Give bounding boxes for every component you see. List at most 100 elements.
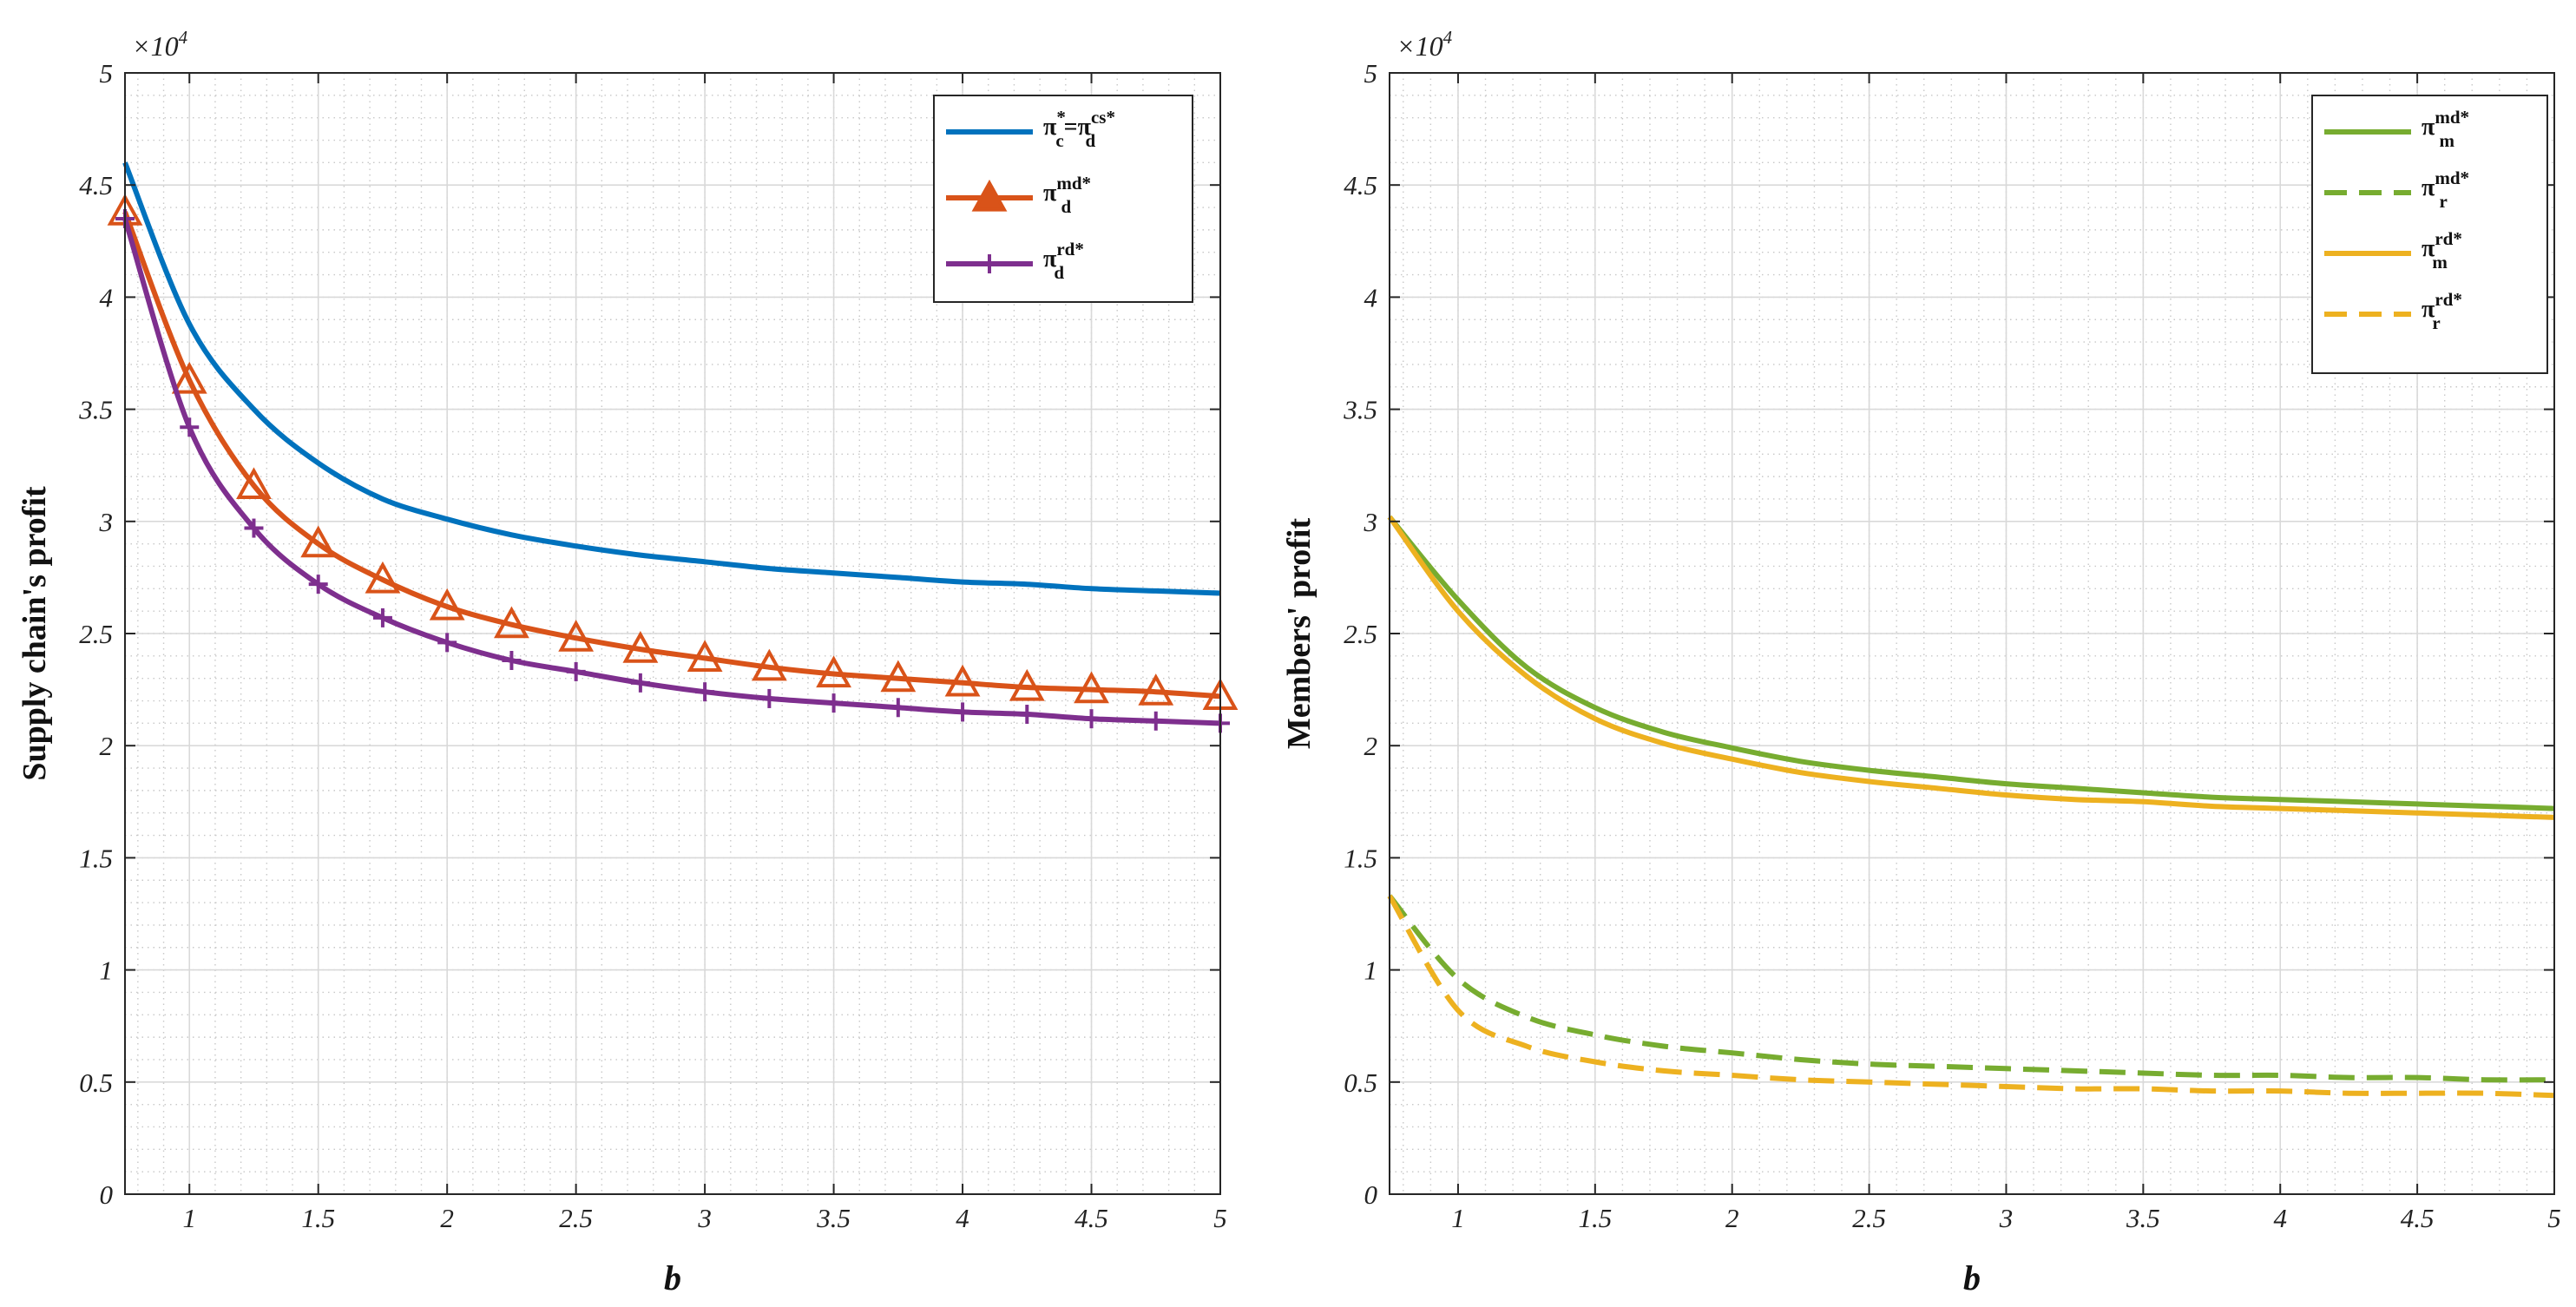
y-tick-label: 0.5 <box>79 1067 113 1098</box>
series-group <box>1387 515 2555 1099</box>
legend-superscript: rd* <box>2435 289 2462 310</box>
legend-subscript-2: d <box>1085 130 1095 151</box>
y-axis-label: Supply chain's profit <box>16 486 53 781</box>
x-tick-label: 2.5 <box>1852 1203 1886 1233</box>
triangle-marker <box>1009 668 1045 701</box>
x-tick-label: 1 <box>182 1203 196 1233</box>
x-tick-label: 4.5 <box>2401 1203 2435 1233</box>
legend-symbol: π <box>2422 235 2435 262</box>
y-tick-label: 4.5 <box>79 170 113 200</box>
legend-equals: =π <box>1064 114 1092 141</box>
triangle-marker <box>429 588 465 621</box>
legend-superscript: md* <box>2435 107 2469 128</box>
series-line-0 <box>122 161 1221 596</box>
x-tick-label: 4.5 <box>1074 1203 1108 1233</box>
legend-subscript: d <box>1061 196 1072 217</box>
x-tick-label: 5 <box>1213 1203 1227 1233</box>
legend-superscript-2: cs* <box>1091 107 1115 128</box>
y-tick-label: 4 <box>1364 282 1378 312</box>
triangle-marker <box>944 664 981 697</box>
y-tick-label: 0 <box>100 1179 114 1210</box>
legend-symbol: π <box>2422 114 2435 141</box>
chart-members-profit: 0 0.5 1 1.5 2 2.5 3 3.5 4 4.5 5 1 1.5 2 2.5 3 3.5 4 4.5 5 ×1… <box>1281 27 2561 1297</box>
x-tick-label: 1.5 <box>301 1203 335 1233</box>
legend-subscript: m <box>2432 252 2448 273</box>
x-axis-label: b <box>1963 1258 1981 1297</box>
legend-label: πrd* m <box>2422 228 2462 273</box>
ticks: 0 0.5 1 1.5 2 2.5 3 3.5 4 4.5 5 1 1.5 2 2.5 3 3.5 4 4.5 5 <box>78 58 1227 1233</box>
y-tick-label: 0.5 <box>1344 1067 1377 1098</box>
triangle-marker <box>171 361 207 394</box>
y-tick-label: 0 <box>1364 1179 1378 1210</box>
x-tick-label: 1 <box>1451 1203 1465 1233</box>
y-tick-label: 3 <box>99 507 114 537</box>
triangle-marker <box>1138 673 1174 706</box>
legend-superscript: rd* <box>2435 228 2462 249</box>
y-tick-label: 3.5 <box>78 395 113 425</box>
legend-superscript: rd* <box>1056 239 1084 259</box>
series-line-1 <box>1387 894 2555 1083</box>
y-tick-label: 5 <box>1364 58 1378 89</box>
triangle-marker <box>880 660 917 693</box>
legend-symbol: π <box>1043 180 1057 207</box>
y-exponent-label: ×104 <box>132 27 188 62</box>
legend-label: πrd* d <box>1043 239 1084 283</box>
y-tick-label: 1 <box>1364 956 1378 986</box>
series-line-3 <box>1387 894 2555 1099</box>
y-tick-label: 1.5 <box>1344 843 1377 873</box>
y-tick-label: 1.5 <box>79 843 113 873</box>
triangle-marker <box>365 561 401 594</box>
y-tick-label: 5 <box>100 58 114 89</box>
y-axis-label: Members' profit <box>1281 518 1318 750</box>
legend-symbol: π <box>2422 174 2435 201</box>
chart-supply-chain-profit: 0 0.5 1 1.5 2 2.5 3 3.5 4 4.5 5 1 1.5 2 2.5 3 3.5 4 4.5 5 ×1… <box>16 27 1239 1297</box>
triangle-marker <box>1074 671 1109 704</box>
legend-subscript: d <box>1054 262 1064 283</box>
series-line-0 <box>1387 515 2555 811</box>
legend-label: πmd* m <box>2422 107 2469 151</box>
y-tick-label: 1 <box>100 956 114 986</box>
series-line-2 <box>1387 515 2555 820</box>
y-exponent-base: ×10 <box>132 30 179 62</box>
legend-label: πmd* d <box>1043 173 1091 217</box>
legend-symbol: π <box>1043 246 1057 273</box>
y-tick-label: 4.5 <box>1344 170 1377 200</box>
series-line-1 <box>122 211 1221 699</box>
triangle-marker <box>751 648 787 681</box>
legend-subscript: c <box>1055 130 1063 151</box>
triangle-marker <box>816 655 851 688</box>
legend-superscript: md* <box>1056 173 1091 194</box>
triangle-marker <box>494 606 529 639</box>
x-tick-label: 1.5 <box>1578 1203 1612 1233</box>
x-tick-label: 2 <box>1725 1203 1739 1233</box>
x-axis-label: b <box>664 1258 681 1297</box>
x-tick-label: 3.5 <box>816 1203 851 1233</box>
legend-label: πmd* r <box>2422 167 2469 212</box>
legend-label: π* c=πcs* d <box>1043 107 1115 151</box>
y-tick-label: 3.5 <box>1343 395 1377 425</box>
legend-label: πrd* r <box>2422 289 2462 333</box>
triangle-marker <box>300 525 337 558</box>
x-tick-label: 4 <box>2273 1203 2287 1233</box>
triangle-marker <box>687 640 723 673</box>
triangle-marker <box>236 467 272 500</box>
x-tick-label: 2 <box>440 1203 454 1233</box>
x-tick-label: 4 <box>956 1203 969 1233</box>
triangle-marker <box>558 620 595 652</box>
legend-symbol: π <box>2422 296 2435 323</box>
legend-symbol: π <box>1043 114 1057 141</box>
ticks: 0 0.5 1 1.5 2 2.5 3 3.5 4 4.5 5 1 1.5 2 2.5 3 3.5 4 4.5 5 <box>1343 58 2561 1233</box>
series-group <box>107 161 1239 733</box>
legend-superscript: * <box>1056 107 1066 128</box>
legend-subscript: r <box>2432 312 2440 333</box>
x-tick-label: 3.5 <box>2126 1203 2160 1233</box>
legend-superscript: md* <box>2435 167 2469 188</box>
legend-triangle-marker <box>971 179 1008 212</box>
y-exponent-label: ×104 <box>1396 27 1453 62</box>
y-tick-label: 2 <box>1364 731 1378 761</box>
x-tick-label: 5 <box>2547 1203 2561 1233</box>
y-tick-label: 2 <box>100 731 114 761</box>
